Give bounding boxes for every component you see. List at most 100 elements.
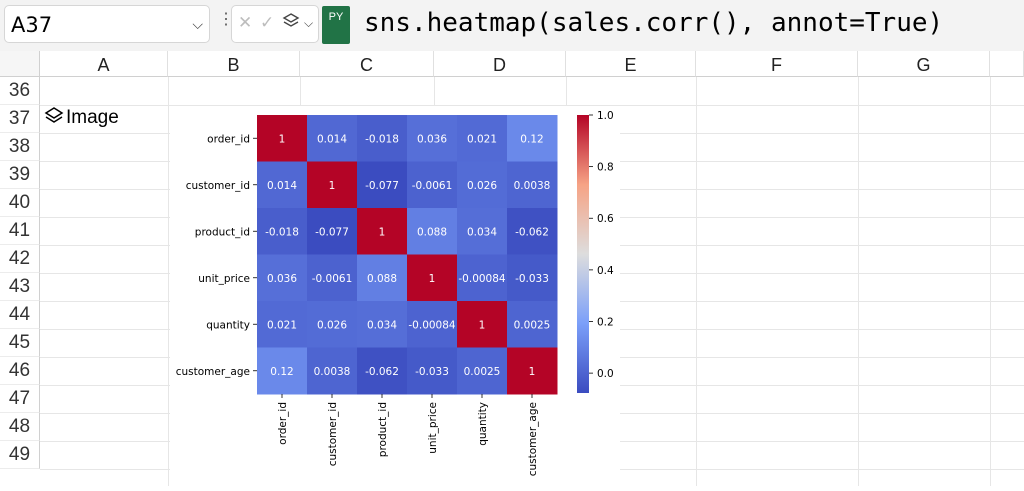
y-tick-label: product_id [195,226,250,238]
name-box-value: A37 [11,13,53,37]
heatmap-cell-annotation: 1 [379,226,386,238]
heatmap-cell-annotation: 0.034 [467,226,497,238]
heatmap-cell-annotation: 0.021 [467,133,497,145]
heatmap-cell [507,161,558,209]
chevron-down-icon[interactable]: ⌵ [192,16,203,32]
heatmap-cell-annotation: -0.018 [265,226,299,238]
heatmap-cell [407,301,458,348]
heatmap-cell-annotation: 0.0025 [514,319,551,331]
row-header-40[interactable]: 40 [0,189,40,217]
column-header-e[interactable]: E [566,51,696,77]
heatmap-cell [457,115,508,162]
column-header-c[interactable]: C [300,51,434,77]
heatmap-cell [507,254,558,302]
heatmap-cell [257,161,308,209]
heatmap-cell-annotation: -0.00084 [458,273,506,285]
heatmap-cell-annotation: 0.0038 [314,366,351,378]
x-tick-label: product_id [377,402,389,457]
heatmap-cell-annotation: -0.00084 [408,319,456,331]
heatmap-cell [307,301,358,348]
heatmap-cell-annotation: 0.036 [267,273,297,285]
more-options-icon[interactable]: ⋮ [218,11,234,28]
row-header-48[interactable]: 48 [0,413,40,441]
row-header-42[interactable]: 42 [0,245,40,273]
heatmap-cell-annotation: 0.12 [520,133,543,145]
formula-tools: ✕ ✓ ⌵ [231,5,319,43]
heatmap-cell-annotation: 0.021 [267,319,297,331]
colorbar-tick-label: 0.6 [597,213,614,225]
colorbar-tick-label: 0.4 [597,265,614,277]
heatmap-cell-annotation: 0.014 [267,180,297,192]
layers-icon[interactable] [282,12,300,35]
cell-a37-image-value[interactable]: Image [44,106,119,129]
colorbar-tick-label: 1.0 [597,110,614,122]
heatmap-cell-annotation: 0.026 [317,319,347,331]
y-tick-label: order_id [207,133,250,145]
heatmap-image[interactable]: 1 0.014 -0.018 0.036 0.021 0.12 0.014 1 -0.077 -0… [170,106,620,486]
heatmap-cell [507,301,558,348]
heatmap-cell [407,161,458,209]
heatmap-cell [357,115,408,162]
cancel-icon[interactable]: ✕ [238,13,253,32]
heatmap-cell-annotation: 0.088 [417,226,447,238]
heatmap-cell-annotation: -0.077 [315,226,349,238]
heatmap-cell-annotation: 0.014 [317,133,347,145]
formula-input[interactable]: sns.heatmap(sales.corr(), annot=True) [364,8,944,38]
y-tick-label: customer_id [186,180,250,192]
heatmap-cell-annotation: -0.018 [365,133,399,145]
heatmap-cell [507,115,558,162]
row-header-49[interactable]: 49 [0,441,40,469]
x-tick-label: customer_id [327,402,339,466]
y-tick-label: unit_price [198,273,250,285]
row-header-38[interactable]: 38 [0,133,40,161]
heatmap-cell [457,301,508,348]
colorbar-tick-label: 0.8 [597,162,614,174]
y-tick-label: customer_age [176,366,250,378]
row-header-44[interactable]: 44 [0,301,40,329]
row-header-43[interactable]: 43 [0,273,40,301]
spreadsheet-grid[interactable]: A B C D E F G 36 37 38 39 40 41 42 43 44… [0,51,1024,486]
heatmap-cell [257,208,308,255]
row-header-39[interactable]: 39 [0,161,40,189]
heatmap-cell-annotation: -0.077 [365,180,399,192]
chevron-down-icon[interactable]: ⌵ [304,16,314,30]
formula-bar: A37 ⌵ ⋮ ✕ ✓ ⌵ PY sns.heatmap(sales.corr(… [0,0,1024,51]
row-header-41[interactable]: 41 [0,217,40,245]
column-header-d[interactable]: D [434,51,566,77]
heatmap-cell [357,301,408,348]
python-badge[interactable]: PY [322,6,350,44]
heatmap-cell [307,208,358,255]
heatmap-cell [257,347,308,395]
heatmap-cell [507,208,558,255]
heatmap-cell [257,115,308,162]
heatmap-cell [407,254,458,302]
heatmap-cell [257,254,308,302]
heatmap-cell [307,115,358,162]
layers-icon [44,107,64,123]
heatmap-cell [407,208,458,255]
column-header-f[interactable]: F [696,51,858,77]
row-header-47[interactable]: 47 [0,385,40,413]
row-header-45[interactable]: 45 [0,329,40,357]
x-tick-label: quantity [477,402,489,446]
row-header-46[interactable]: 46 [0,357,40,385]
cell-a37-label: Image [66,107,119,128]
heatmap-cell-annotation: 0.026 [467,180,497,192]
heatmap-cell [457,161,508,209]
column-header-g[interactable]: G [858,51,990,77]
heatmap-cell-annotation: -0.033 [415,366,449,378]
colorbar-tick-label: 0.2 [597,316,614,328]
heatmap-cell [457,347,508,395]
column-header-a[interactable]: A [40,51,168,77]
heatmap-cell-annotation: 0.036 [417,133,447,145]
select-all-corner[interactable] [0,51,40,77]
confirm-icon[interactable]: ✓ [260,13,275,32]
heatmap-cell [407,347,458,395]
column-header-b[interactable]: B [168,51,300,77]
row-header-36[interactable]: 36 [0,77,40,105]
row-header-37[interactable]: 37 [0,105,40,133]
heatmap-cell [407,115,458,162]
name-box[interactable]: A37 ⌵ [4,5,210,43]
column-header-h[interactable] [990,51,1024,77]
heatmap-cell-annotation: 0.0038 [514,180,551,192]
